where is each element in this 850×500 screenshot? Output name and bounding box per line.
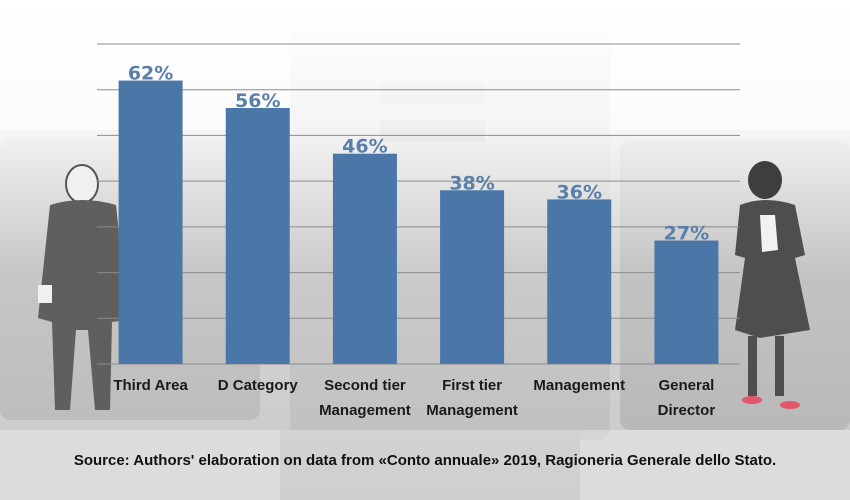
bar-value-label: 38%: [449, 172, 494, 194]
bars: [118, 80, 719, 365]
bar: [332, 153, 397, 364]
bar-value-label: 36%: [557, 181, 602, 203]
bar-value-label: 62%: [128, 63, 173, 85]
bar: [547, 199, 612, 364]
woman-silhouette-icon: [735, 161, 810, 409]
category-label: Director: [658, 402, 716, 419]
category-label: Third Area: [113, 377, 188, 394]
gridlines: [97, 43, 740, 365]
bar-value-label: 56%: [235, 90, 280, 112]
bar: [440, 190, 505, 364]
value-labels: 62% 56% 46% 38% 36% 27%: [128, 63, 709, 245]
category-label: D Category: [218, 377, 299, 394]
bar: [654, 240, 719, 364]
category-label: Management: [426, 402, 518, 419]
bar: [118, 80, 183, 365]
category-label: Management: [533, 377, 625, 394]
source-note: Source: Authors' elaboration on data fro…: [73, 452, 777, 469]
category-label: Second tier: [324, 377, 406, 394]
bar-value-label: 46%: [342, 136, 387, 158]
category-label: First tier: [442, 377, 502, 394]
bar-value-label: 27%: [664, 223, 709, 245]
bar: [225, 108, 290, 364]
man-silhouette-icon: [38, 164, 128, 410]
category-labels: Third Area D Category Second tier Managemen…: [113, 377, 715, 419]
category-label: Management: [319, 402, 411, 419]
category-label: General: [658, 377, 714, 394]
